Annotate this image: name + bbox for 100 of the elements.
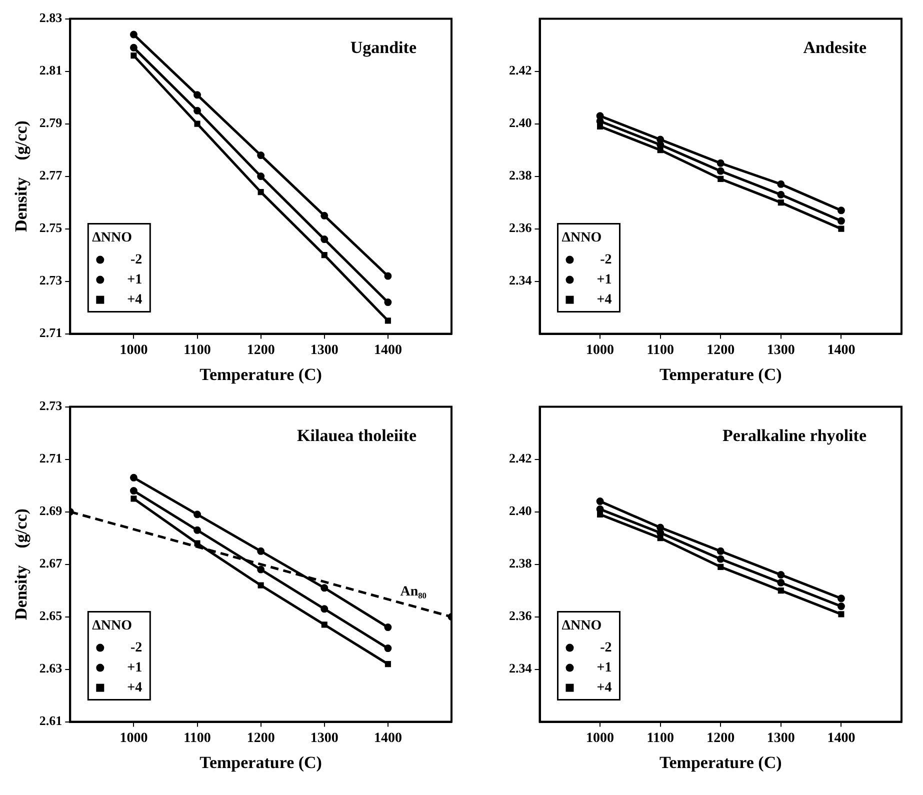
point bbox=[837, 594, 845, 602]
point bbox=[838, 611, 844, 618]
y-tick-label: 2.40 bbox=[509, 503, 532, 518]
point bbox=[777, 190, 785, 198]
y-tick-label: 2.75 bbox=[39, 220, 63, 236]
x-tick-label: 1400 bbox=[374, 342, 402, 358]
legend-title: ΔNNO bbox=[92, 618, 132, 634]
x-tick-label: 1200 bbox=[706, 730, 735, 746]
y-tick-label: 2.40 bbox=[509, 115, 532, 130]
y-axis-title: Density (g/cc) bbox=[12, 120, 31, 232]
point bbox=[777, 578, 785, 586]
point bbox=[384, 318, 391, 324]
x-tick-label: 1000 bbox=[586, 730, 614, 746]
legend-label: -2 bbox=[130, 640, 142, 656]
point bbox=[657, 535, 664, 542]
y-tick-label: 2.42 bbox=[509, 62, 532, 78]
y-tick-label: 2.73 bbox=[39, 272, 63, 288]
point bbox=[194, 106, 202, 114]
y-tick-label: 2.61 bbox=[39, 713, 62, 728]
legend-label: -2 bbox=[130, 252, 142, 268]
x-axis-title: Temperature (C) bbox=[200, 753, 322, 772]
point bbox=[778, 200, 784, 206]
x-tick-label: 1200 bbox=[246, 342, 275, 358]
y-tick-label: 2.34 bbox=[509, 272, 532, 288]
text: Kilauea tholeiite bbox=[297, 426, 417, 446]
point bbox=[194, 120, 200, 127]
point bbox=[130, 30, 138, 38]
point bbox=[716, 555, 724, 563]
point bbox=[777, 180, 785, 188]
x-tick-label: 1000 bbox=[586, 342, 614, 358]
x-tick-label: 1200 bbox=[246, 730, 275, 746]
point bbox=[258, 189, 264, 196]
x-tick-label: 1200 bbox=[706, 342, 735, 358]
point bbox=[716, 159, 724, 167]
point bbox=[321, 622, 328, 628]
legend-label: -2 bbox=[600, 640, 612, 656]
text: Andesite bbox=[803, 38, 867, 58]
x-tick-label: 1300 bbox=[310, 730, 338, 746]
point bbox=[130, 496, 137, 502]
point bbox=[718, 176, 724, 182]
point bbox=[597, 123, 604, 130]
y-tick-label: 2.36 bbox=[509, 608, 532, 624]
point bbox=[257, 566, 265, 574]
series-label: An₈₀ bbox=[400, 584, 426, 600]
x-tick-label: 1100 bbox=[184, 730, 211, 746]
point bbox=[596, 112, 604, 120]
legend-title: ΔNNO bbox=[92, 230, 132, 246]
point bbox=[384, 272, 392, 280]
point bbox=[777, 571, 785, 579]
legend-label: +1 bbox=[596, 272, 612, 288]
point bbox=[194, 510, 202, 518]
legend-title: ΔNNO bbox=[562, 618, 602, 634]
point bbox=[130, 474, 138, 482]
point bbox=[384, 644, 392, 652]
point bbox=[258, 582, 264, 588]
point bbox=[657, 147, 664, 154]
point bbox=[656, 136, 664, 144]
y-tick-label: 2.36 bbox=[509, 220, 532, 236]
point bbox=[778, 588, 784, 594]
point bbox=[320, 584, 328, 592]
point bbox=[716, 547, 724, 555]
point bbox=[837, 206, 845, 214]
legend-label: -2 bbox=[600, 252, 612, 268]
legend-label: +1 bbox=[596, 660, 612, 676]
point bbox=[130, 487, 138, 495]
point bbox=[320, 236, 328, 244]
legend-label: +4 bbox=[596, 292, 612, 308]
y-tick-label: 2.73 bbox=[39, 398, 63, 414]
y-tick-label: 2.81 bbox=[39, 62, 62, 78]
y-tick-label: 2.79 bbox=[39, 115, 63, 130]
legend-label: +4 bbox=[596, 680, 612, 696]
legend-label: +1 bbox=[127, 660, 142, 676]
point bbox=[384, 624, 392, 632]
y-tick-label: 2.69 bbox=[39, 503, 63, 518]
x-tick-label: 1300 bbox=[766, 342, 795, 358]
point bbox=[130, 44, 138, 52]
point bbox=[194, 540, 200, 546]
y-tick-label: 2.65 bbox=[39, 608, 63, 624]
point bbox=[384, 298, 392, 306]
legend-label: +4 bbox=[127, 292, 142, 308]
legend-title: ΔNNO bbox=[562, 230, 602, 246]
point bbox=[596, 498, 604, 506]
text: Peralkaline rhyolite bbox=[722, 426, 867, 446]
legend-label: +1 bbox=[127, 272, 142, 288]
y-tick-label: 2.83 bbox=[39, 10, 63, 26]
y-tick-label: 2.67 bbox=[39, 556, 63, 571]
x-tick-label: 1300 bbox=[310, 342, 338, 358]
point bbox=[838, 226, 844, 232]
y-tick-label: 2.71 bbox=[39, 450, 62, 466]
point bbox=[130, 52, 137, 59]
point bbox=[320, 212, 328, 220]
point bbox=[837, 602, 845, 610]
point bbox=[257, 152, 265, 160]
point bbox=[718, 564, 724, 570]
point bbox=[656, 524, 664, 532]
point bbox=[257, 547, 265, 555]
y-tick-label: 2.38 bbox=[509, 168, 532, 183]
y-tick-label: 2.77 bbox=[39, 168, 63, 183]
x-tick-label: 1100 bbox=[646, 342, 674, 358]
text: Ugandite bbox=[350, 38, 417, 58]
